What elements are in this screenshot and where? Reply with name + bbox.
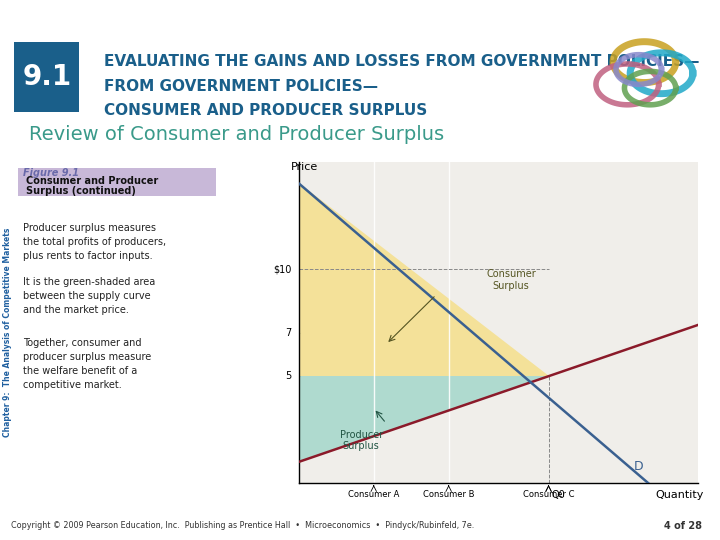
Text: Consumer C: Consumer C	[523, 490, 575, 499]
Polygon shape	[299, 184, 549, 376]
FancyBboxPatch shape	[17, 168, 216, 197]
Text: CONSUMER AND PRODUCER SURPLUS: CONSUMER AND PRODUCER SURPLUS	[104, 103, 428, 118]
Text: It is the green-shaded area
between the supply curve
and the market price.: It is the green-shaded area between the …	[23, 278, 156, 315]
Text: Quantity: Quantity	[655, 490, 703, 500]
Text: Producer surplus measures
the total profits of producers,
plus rents to factor i: Producer surplus measures the total prof…	[23, 224, 166, 261]
Text: Together, consumer and
producer surplus measure
the welfare benefit of a
competi: Together, consumer and producer surplus …	[23, 338, 151, 390]
Text: D: D	[634, 460, 644, 472]
Text: 5: 5	[285, 371, 292, 381]
Text: Consumer B: Consumer B	[423, 490, 474, 499]
Text: Price: Price	[292, 162, 318, 172]
Text: Producer
Surplus: Producer Surplus	[340, 430, 383, 451]
Text: Consumer A: Consumer A	[348, 490, 400, 499]
FancyBboxPatch shape	[14, 42, 79, 112]
Text: 9.1: 9.1	[22, 63, 71, 91]
Text: Consumer and Producer: Consumer and Producer	[26, 176, 158, 186]
Text: Review of Consumer and Producer Surplus: Review of Consumer and Producer Surplus	[29, 125, 444, 144]
Text: Copyright © 2009 Pearson Education, Inc.  Publishing as Prentice Hall  •  Microe: Copyright © 2009 Pearson Education, Inc.…	[11, 522, 474, 530]
Text: $10: $10	[273, 264, 292, 274]
Text: Figure 9.1: Figure 9.1	[23, 168, 79, 178]
Text: EVALUATING THE GAINS AND LOSSES FROM GOVERNMENT POLICIES—: EVALUATING THE GAINS AND LOSSES FROM GOV…	[104, 55, 700, 69]
Text: 4 of 28: 4 of 28	[664, 521, 702, 531]
Text: FROM GOVERNMENT POLICIES—: FROM GOVERNMENT POLICIES—	[104, 79, 379, 94]
Text: Surplus (continued): Surplus (continued)	[26, 186, 135, 197]
Text: Q0: Q0	[551, 490, 564, 500]
Text: 7: 7	[285, 328, 292, 339]
Text: Consumer
Surplus: Consumer Surplus	[486, 269, 536, 291]
Text: Chapter 9:  The Analysis of Competitive Markets: Chapter 9: The Analysis of Competitive M…	[4, 227, 12, 437]
Polygon shape	[299, 376, 549, 462]
